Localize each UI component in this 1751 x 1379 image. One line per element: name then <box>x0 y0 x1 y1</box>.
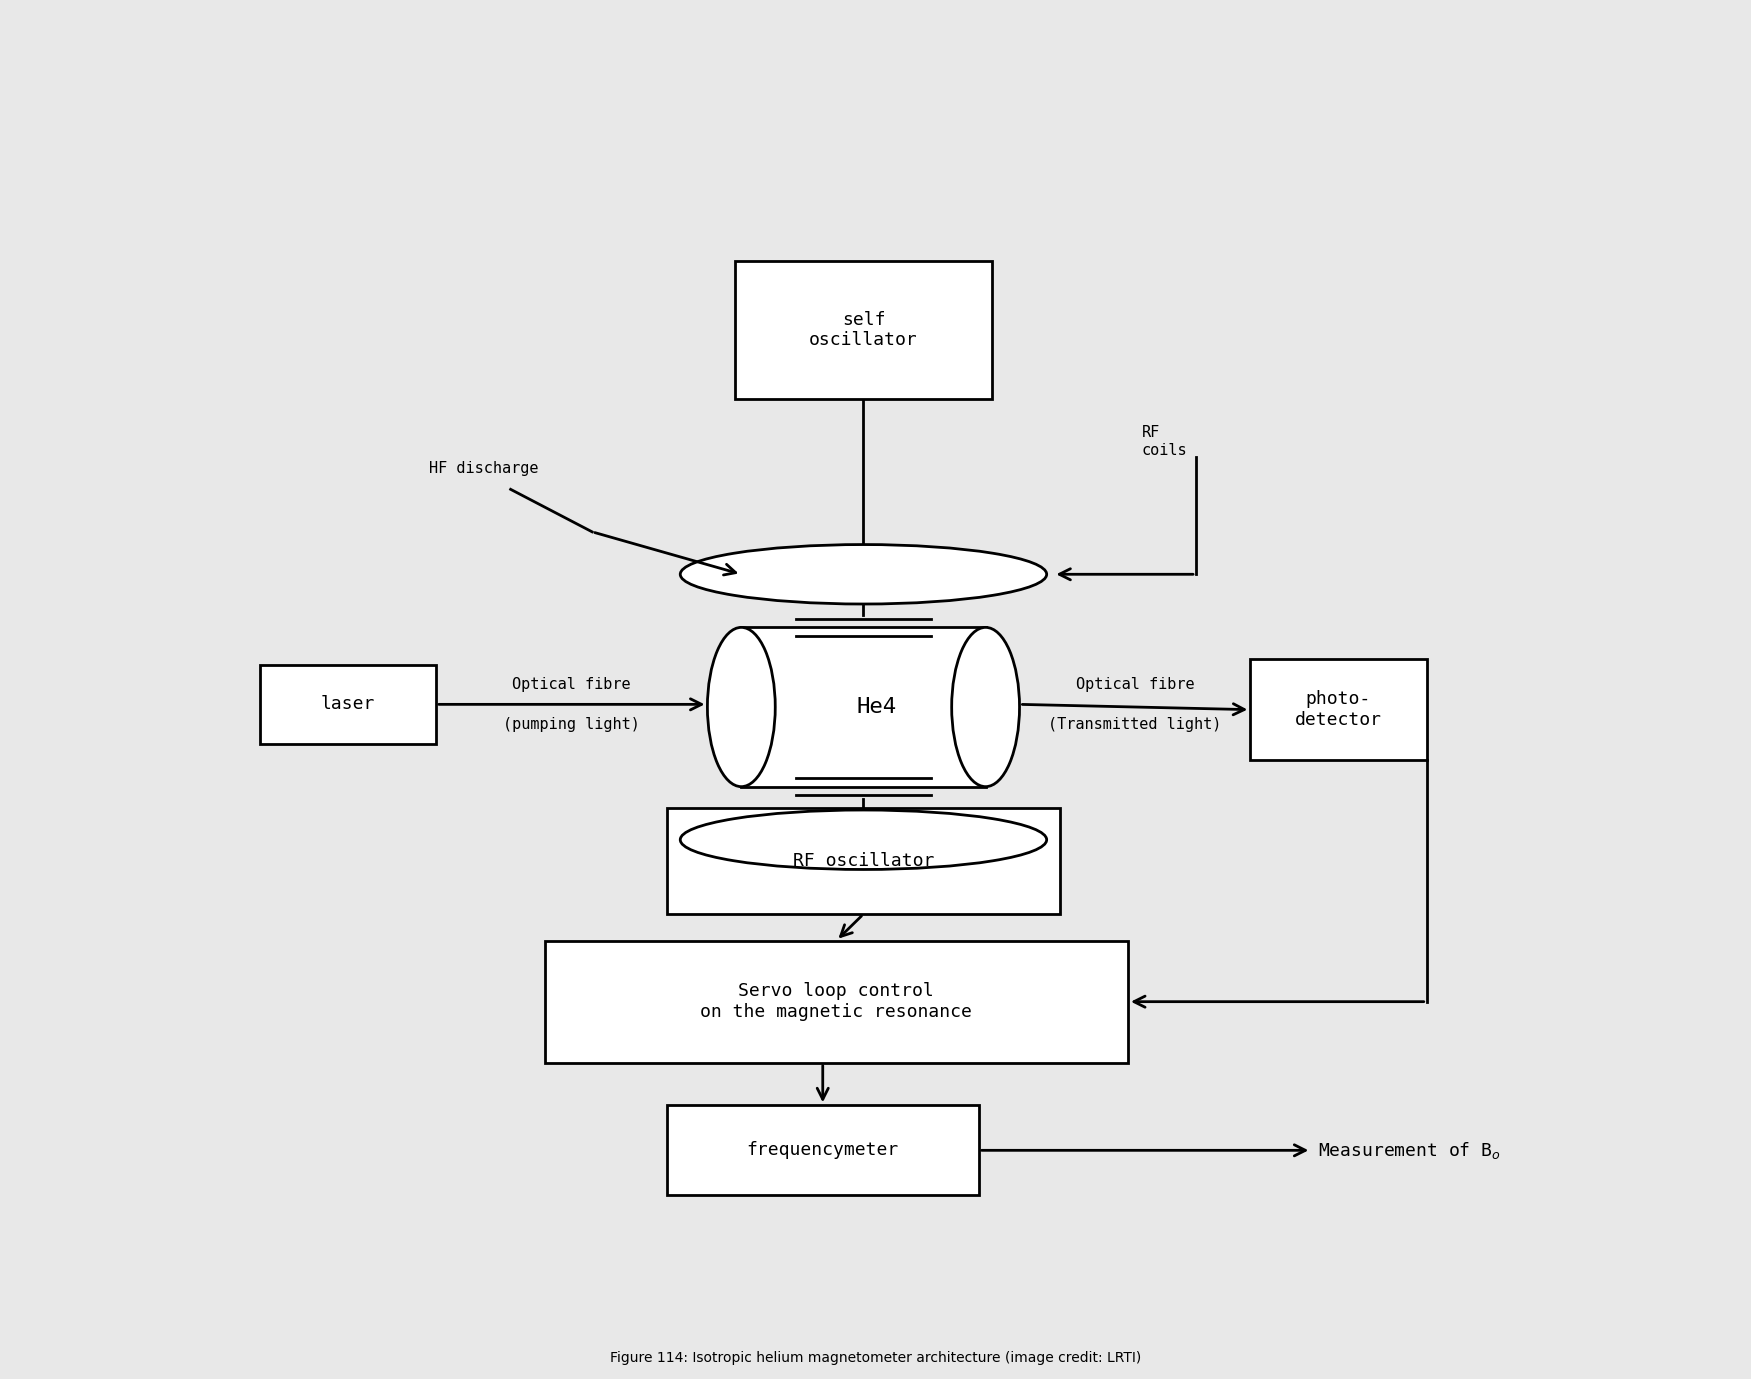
Bar <box>1250 659 1427 760</box>
Text: Optical fibre: Optical fibre <box>1075 677 1194 692</box>
Bar <box>545 940 1128 1063</box>
Text: HF discharge: HF discharge <box>429 461 539 476</box>
Bar <box>741 627 986 786</box>
Text: self
oscillator: self oscillator <box>809 310 918 349</box>
Text: Servo loop control
on the magnetic resonance: Servo loop control on the magnetic reson… <box>700 982 972 1020</box>
Ellipse shape <box>953 627 1019 786</box>
Text: RF
coils: RF coils <box>1142 425 1187 458</box>
Text: RF oscillator: RF oscillator <box>793 852 933 870</box>
Text: frequencymeter: frequencymeter <box>746 1142 898 1160</box>
Text: laser: laser <box>320 695 375 713</box>
Text: He4: He4 <box>856 696 897 717</box>
Text: Optical fibre: Optical fibre <box>513 677 630 692</box>
Text: (pumping light): (pumping light) <box>503 717 641 732</box>
Bar <box>667 808 1059 914</box>
Ellipse shape <box>679 545 1047 604</box>
Text: photo-
detector: photo- detector <box>1296 691 1382 729</box>
Text: (Transmitted light): (Transmitted light) <box>1049 717 1222 732</box>
Ellipse shape <box>707 627 776 786</box>
Bar <box>735 261 993 399</box>
Ellipse shape <box>679 809 1047 870</box>
Bar <box>667 1105 979 1196</box>
Text: Figure 114: Isotropic helium magnetometer architecture (image credit: LRTI): Figure 114: Isotropic helium magnetomete… <box>609 1351 1142 1365</box>
Bar <box>259 665 436 745</box>
Text: Measurement of B$_o$: Measurement of B$_o$ <box>1319 1140 1501 1161</box>
